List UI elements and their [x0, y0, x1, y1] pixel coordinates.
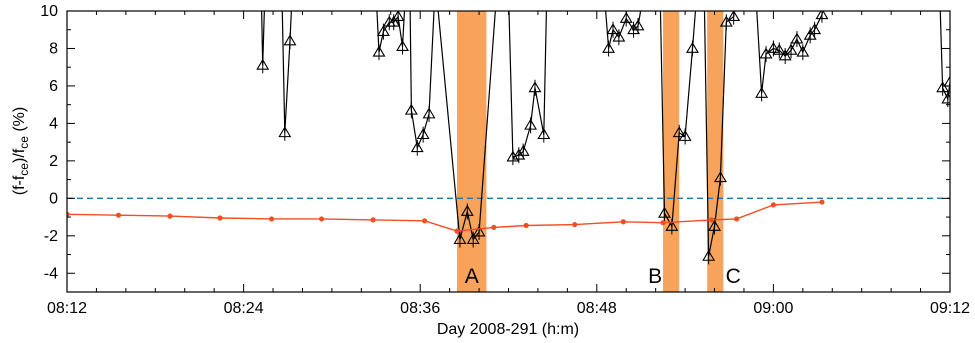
y-tick-label: -4	[44, 265, 58, 282]
series-1	[67, 199, 825, 234]
y-tick-label: 6	[49, 78, 58, 95]
series-1-point-2	[167, 213, 173, 219]
series-1-point-14	[708, 217, 715, 223]
x-tick-label: 08:36	[400, 300, 440, 317]
y-axis-title-subscript: ce	[17, 136, 31, 149]
series-1-point-3	[217, 215, 223, 221]
series-1-point-7	[422, 218, 428, 224]
x-tick-label: 08:12	[47, 300, 87, 317]
y-tick-label: 4	[49, 115, 58, 132]
series-1-point-5	[318, 216, 325, 222]
band-label-a: A	[465, 265, 479, 288]
y-axis-title-subscript: ce	[17, 163, 31, 176]
series-1-point-8	[454, 228, 460, 234]
band-label-b: B	[648, 265, 662, 288]
x-tick-label: 09:12	[930, 300, 970, 317]
x-tick-label: 09:00	[753, 300, 793, 317]
series-1-point-17	[819, 199, 825, 205]
series-1-point-15	[734, 216, 740, 222]
series-0-point-73	[943, 75, 950, 87]
x-axis: 08:12 08:24 08:36 08:48 09:00 09:12	[47, 11, 970, 317]
y-axis-title-part: )/f	[11, 148, 28, 163]
band-label-c: C	[726, 265, 741, 288]
series-1-point-9	[491, 224, 497, 230]
series-1-point-10	[523, 222, 529, 229]
series-1-point-13	[660, 220, 666, 226]
band-labels: A B C	[465, 265, 741, 288]
y-tick-label: 10	[40, 3, 58, 20]
y-axis: -4 -2 0 2 4 6 8 10	[40, 3, 950, 293]
series-1-point-1	[115, 212, 122, 218]
y-tick-label: 2	[49, 153, 58, 170]
x-tick-label: 08:48	[577, 300, 617, 317]
series-1-point-4	[268, 216, 275, 222]
series-1-point-16	[770, 202, 777, 208]
series-0-line	[261, 11, 950, 257]
y-axis-title-part: (%)	[11, 107, 28, 136]
x-axis-title: Day 2008-291 (h:m)	[437, 321, 579, 338]
series-1-point-11	[572, 221, 578, 228]
series-1-point-12	[620, 219, 626, 225]
plot-frame	[66, 10, 951, 293]
y-tick-label: 8	[49, 40, 58, 57]
series-1-line	[67, 201, 823, 232]
series-layer	[67, 11, 950, 265]
series-0	[256, 11, 950, 265]
x-tick-label: 08:24	[224, 300, 264, 317]
y-axis-title-part: (f-f	[11, 175, 28, 195]
shaded-bands	[456, 11, 724, 292]
series-1-point-6	[370, 217, 376, 223]
shaded-band-b	[663, 11, 680, 292]
y-tick-label: 0	[49, 190, 58, 207]
y-tick-label: -2	[44, 228, 58, 245]
y-axis-title: (f-fce)/fce (%)	[11, 107, 31, 195]
series-1-point-0	[67, 211, 70, 217]
shaded-band-a	[456, 11, 487, 292]
